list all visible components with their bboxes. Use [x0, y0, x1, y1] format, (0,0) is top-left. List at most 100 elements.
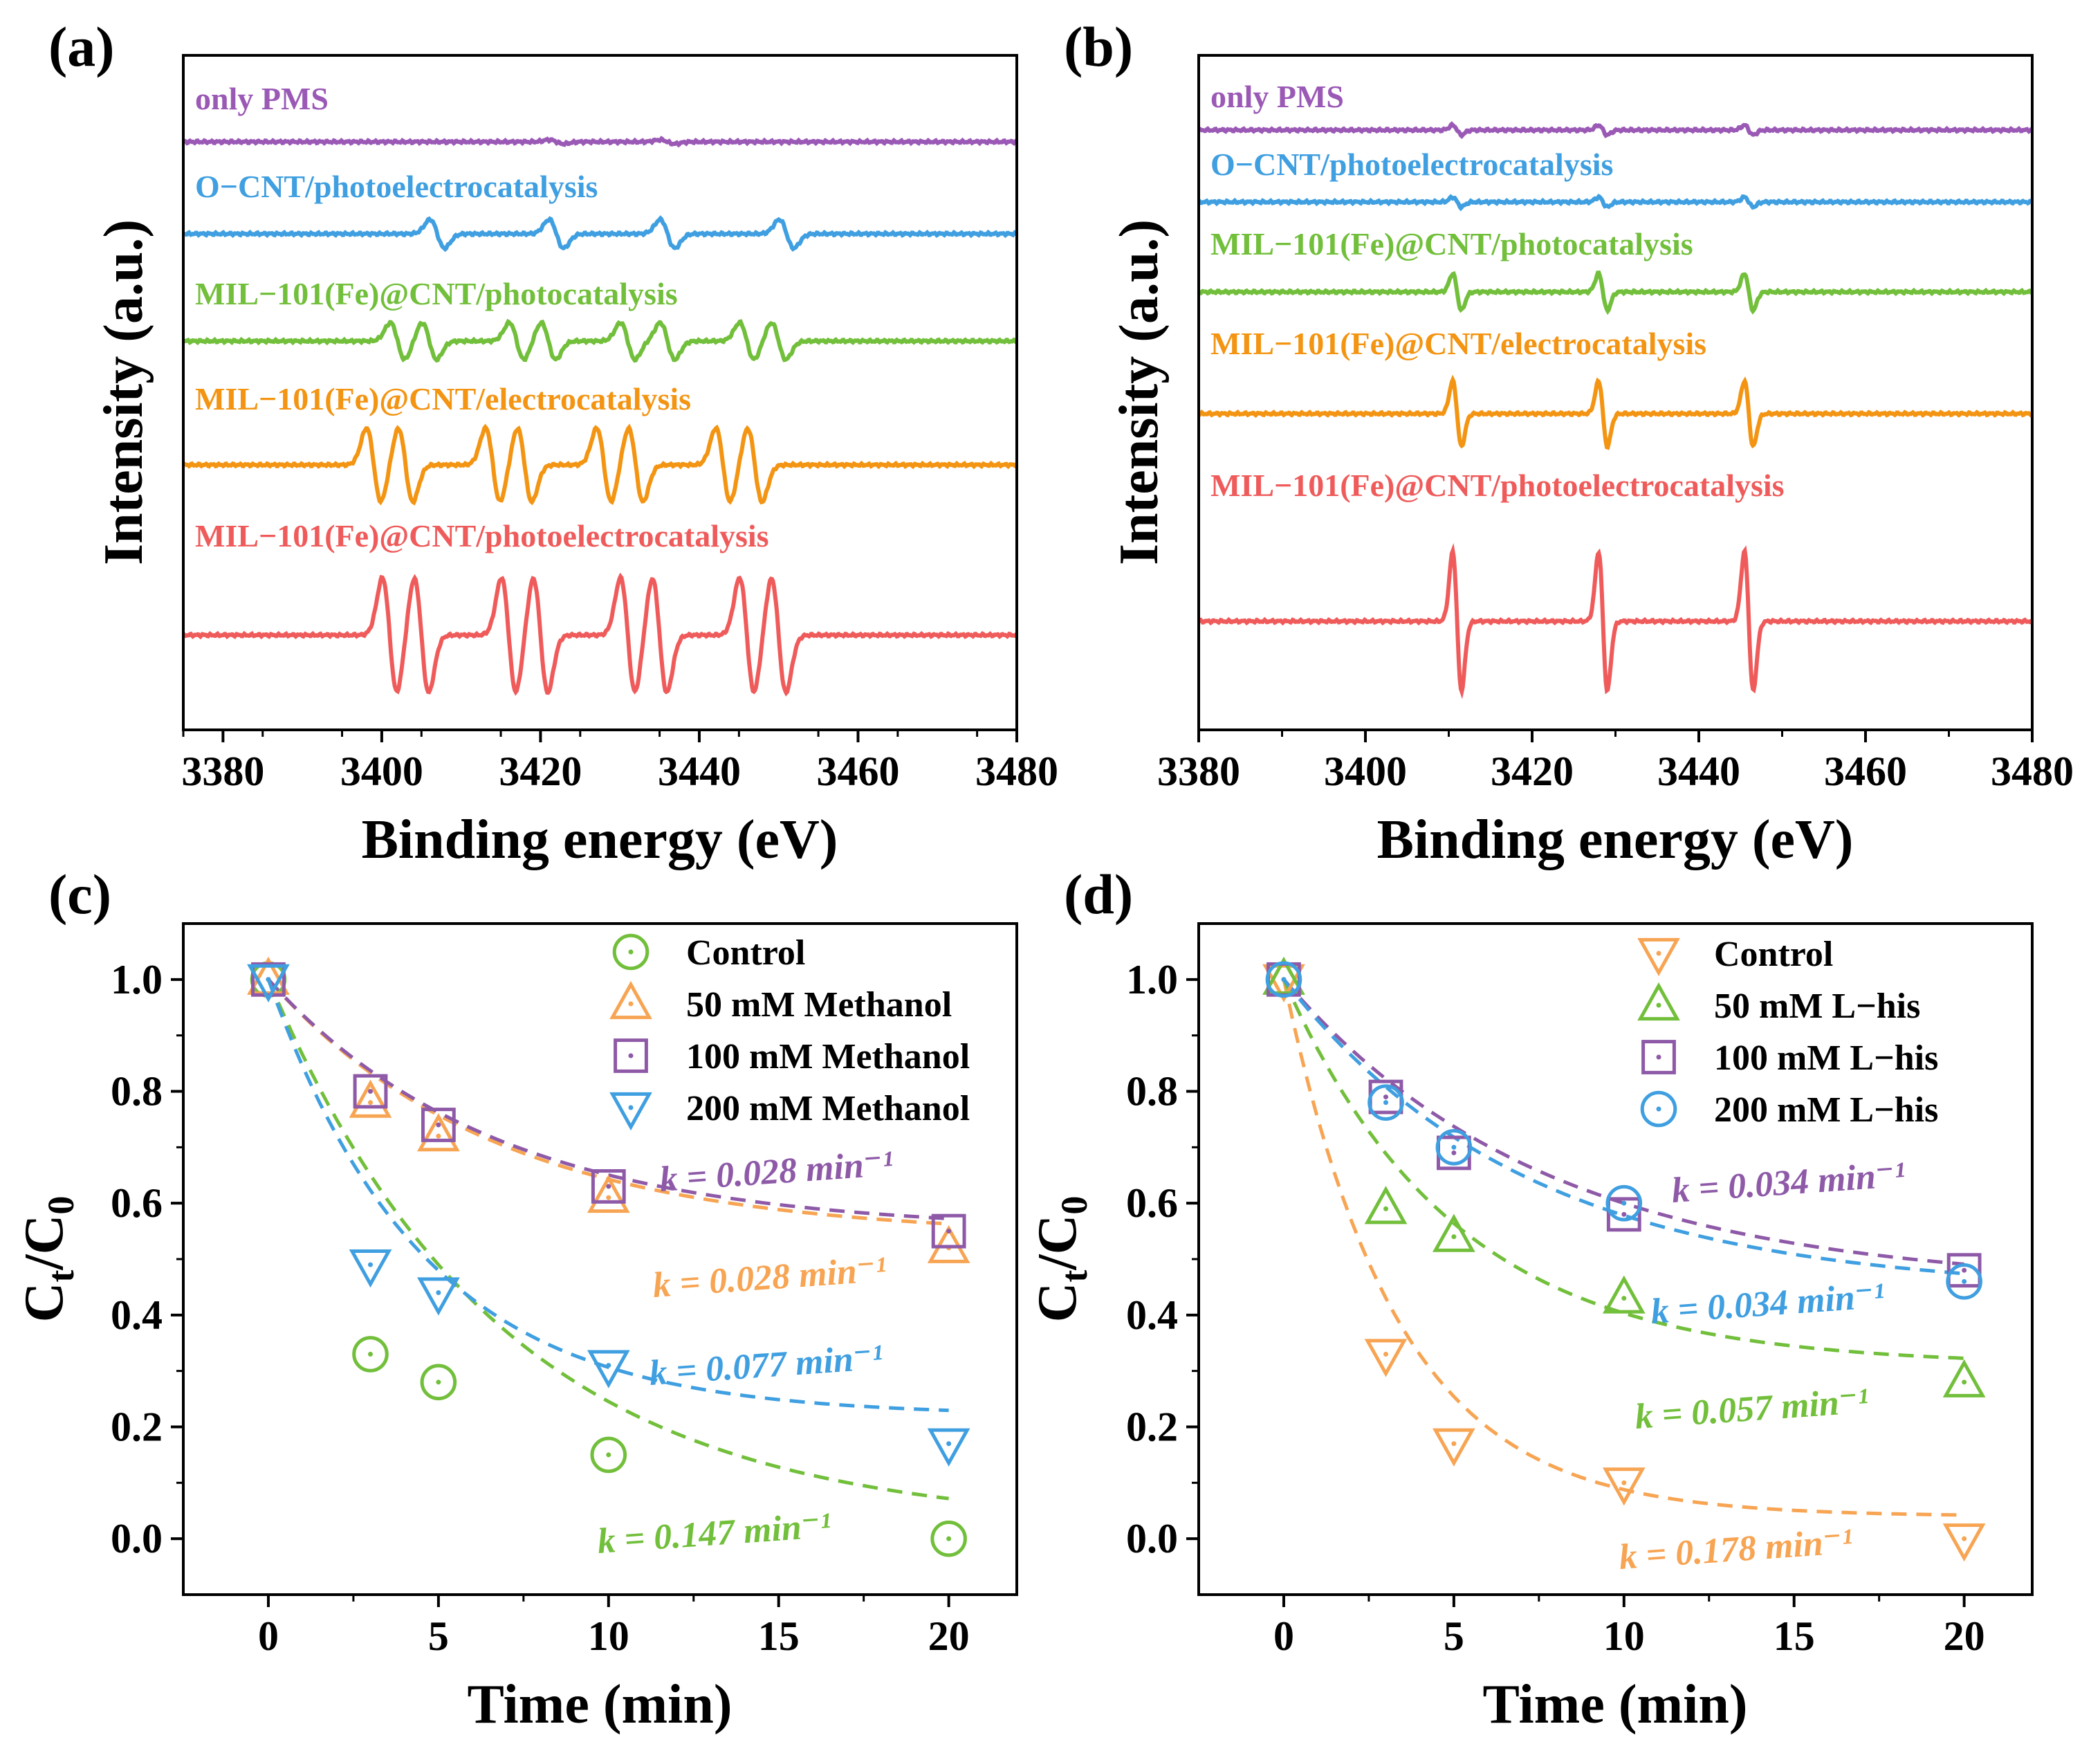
panel-d-ylabel: Ct/C0	[1027, 1196, 1095, 1323]
panel-b-xlabel: Binding energy (eV)	[1377, 809, 1854, 870]
svg-text:Ct/C0: Ct/C0	[1027, 1196, 1095, 1323]
panel-c-ylabel-sub-t: t	[40, 1270, 82, 1283]
panel-d-ylabel-c: C	[1027, 1283, 1088, 1323]
legend-marker-c-1	[609, 980, 652, 1020]
panel-a-frame	[182, 54, 1018, 731]
legend-marker-c-0-dot	[628, 949, 634, 955]
point-c-3-0	[247, 964, 290, 1002]
point-d-3-1	[1367, 1084, 1404, 1121]
point-c-2-3-dot	[606, 1184, 611, 1189]
trace-b-4	[1197, 542, 2034, 699]
point-d-1-4-dot	[1962, 1379, 1967, 1385]
point-c-0-2	[420, 1364, 457, 1401]
svg-text:Ct/C0: Ct/C0	[14, 1196, 82, 1323]
point-c-1-1-dot	[368, 1100, 374, 1106]
point-c-0-2-dot	[436, 1379, 441, 1385]
trace-b-3	[1197, 374, 2034, 450]
point-d-3-0	[1265, 961, 1302, 998]
panel-d-k-lhis50: k = 0.057 min⁻¹	[1634, 1381, 1870, 1436]
xtick-label-a-1: 3400	[340, 749, 423, 794]
trace-a-1	[183, 215, 1019, 253]
panel-d-k-labels: k = 0.034 min⁻¹ k = 0.034 min⁻¹ k = 0.05…	[1618, 1155, 1907, 1577]
panel-b-trace-labels: only PMS O−CNT/photoelectrocatalysis MIL…	[1210, 79, 1785, 503]
ytick-label-c-2: 0.4	[111, 1292, 163, 1338]
point-d-1-4	[1942, 1359, 1986, 1397]
ytick-label-d-5: 1.0	[1126, 957, 1178, 1002]
ytick-label-c-4: 0.8	[111, 1069, 163, 1115]
xtick-label-c-1: 5	[428, 1613, 449, 1659]
ytick-label-c-1: 0.2	[111, 1404, 163, 1450]
xtick-label-b-3: 3440	[1657, 749, 1740, 794]
point-c-0-3	[590, 1436, 627, 1474]
point-d-2-4-dot	[1962, 1267, 1967, 1273]
legend-marker-d-0-dot	[1656, 951, 1661, 956]
point-d-0-4	[1942, 1523, 1986, 1562]
point-c-2-2	[421, 1108, 456, 1142]
panel-c-xlabel: Time (min)	[468, 1674, 733, 1735]
panel-a-traces	[181, 136, 1019, 697]
panel-c-label: (c)	[48, 863, 111, 926]
point-c-1-3	[587, 1174, 630, 1213]
point-c-2-0	[251, 962, 286, 997]
legend-label-c-0: Control	[686, 933, 805, 973]
panel-c-ylabel-c: C	[14, 1283, 75, 1323]
trace-b-2	[1197, 270, 2034, 315]
xtick-label-b-0: 3380	[1157, 749, 1240, 794]
panel-d-ylabel-sub-0: 0	[1053, 1196, 1095, 1215]
point-c-2-4-dot	[946, 1229, 952, 1234]
panel-a: (a) only PMS O−CNT/photoelectrocatalysis…	[48, 15, 1058, 870]
ytick-label-c-3: 0.6	[111, 1180, 163, 1226]
panel-b-label-ocnt: O−CNT/photoelectrocatalysis	[1210, 147, 1613, 182]
point-d-1-2	[1433, 1213, 1475, 1252]
panel-d: (d) 0 5 10 15 20 0.0 0.2 0.4 0.6 0.8 1.0 Control 5…	[1027, 863, 2034, 1735]
point-c-1-2	[417, 1113, 460, 1152]
point-d-1-2-dot	[1451, 1234, 1457, 1240]
xtick-label-c-0: 0	[258, 1613, 279, 1659]
panel-d-yticks: 0.0 0.2 0.4 0.6 0.8 1.0	[1126, 957, 1199, 1561]
ytick-label-d-0: 0.0	[1126, 1516, 1178, 1561]
xtick-label-b-2: 3420	[1491, 749, 1574, 794]
point-c-2-2-dot	[436, 1122, 441, 1128]
legend-marker-d-1	[1637, 982, 1680, 1021]
trace-a-0	[183, 136, 1017, 148]
legend-label-c-2: 100 mM Methanol	[686, 1037, 970, 1076]
xtick-label-d-3: 15	[1774, 1613, 1815, 1659]
point-d-3-3-dot	[1621, 1200, 1627, 1206]
legend-marker-c-2	[614, 1038, 648, 1073]
legend-label-d-1: 50 mM L−his	[1714, 987, 1920, 1026]
ytick-label-c-5: 1.0	[111, 957, 163, 1002]
point-c-3-0-dot	[266, 977, 271, 982]
legend-marker-d-0	[1637, 937, 1680, 977]
point-c-1-2-dot	[436, 1133, 441, 1139]
point-d-1-3-dot	[1621, 1296, 1627, 1301]
point-d-0-0	[1262, 964, 1305, 1002]
point-c-1-0	[247, 956, 290, 995]
point-d-0-3	[1602, 1467, 1646, 1506]
panel-a-label-electro: MIL−101(Fe)@CNT/electrocatalysis	[195, 381, 691, 416]
panel-c-k-methanol100: k = 0.028 min⁻¹	[658, 1144, 895, 1199]
ytick-label-d-4: 0.8	[1126, 1069, 1178, 1115]
panel-b-label-photo: MIL−101(Fe)@CNT/photocatalysis	[1210, 226, 1693, 262]
point-c-0-4	[930, 1520, 967, 1557]
point-c-0-4-dot	[946, 1536, 952, 1541]
panel-d-k-lhis200: k = 0.034 min⁻¹	[1650, 1276, 1886, 1331]
point-c-0-1-dot	[368, 1351, 374, 1357]
point-d-0-1	[1364, 1339, 1408, 1377]
point-c-0-1	[352, 1336, 389, 1373]
panel-a-xticks: 3380 3400 3420 3440 3460 3480	[181, 730, 1058, 794]
panel-a-trace-labels: only PMS O−CNT/photoelectrocatalysis MIL…	[195, 81, 769, 553]
xtick-label-b-4: 3460	[1824, 749, 1907, 794]
point-d-3-2-dot	[1451, 1144, 1457, 1150]
point-d-3-1-dot	[1383, 1100, 1389, 1106]
trace-a-2	[181, 318, 1018, 363]
panel-d-k-control: k = 0.178 min⁻¹	[1618, 1521, 1854, 1577]
panel-d-xlabel: Time (min)	[1483, 1674, 1748, 1735]
panel-b-ylabel: Intensity (a.u.)	[1109, 219, 1170, 565]
panel-c-yticks: 0.0 0.2 0.4 0.6 0.8 1.0	[111, 957, 183, 1561]
legend-marker-c-0	[612, 933, 650, 971]
xtick-label-a-0: 3380	[181, 749, 264, 794]
xtick-label-d-2: 10	[1603, 1613, 1645, 1659]
panel-a-label-photoelectro: MIL−101(Fe)@CNT/photoelectrocatalysis	[195, 518, 769, 553]
panel-d-ylabel-slash-c: /C	[1027, 1215, 1088, 1271]
